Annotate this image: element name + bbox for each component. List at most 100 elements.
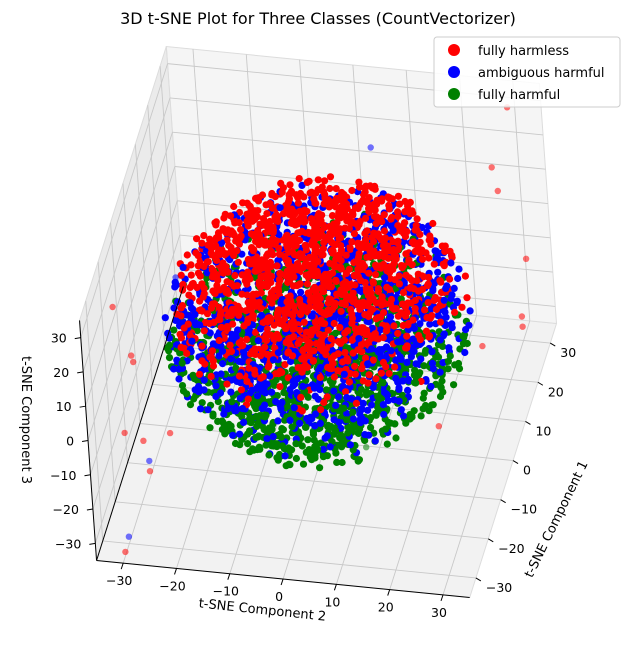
- point-fully-harmless: [369, 279, 377, 287]
- point-fully-harmless: [215, 336, 223, 345]
- point-fully-harmless: [372, 261, 380, 269]
- point-fully-harmless: [424, 280, 432, 288]
- point-fully-harmless: [176, 330, 184, 338]
- point-fully-harmless: [275, 280, 283, 288]
- point-fully-harmless: [309, 327, 317, 336]
- point-fully-harmless: [349, 298, 357, 306]
- y-tick-label: −30: [106, 573, 132, 588]
- point-fully-harmless: [364, 338, 372, 346]
- point-fully-harmful: [268, 442, 276, 450]
- point-fully-harmless: [196, 272, 204, 280]
- point-fully-harmless: [235, 372, 244, 380]
- y-tick-label: −20: [159, 578, 185, 593]
- point-fully-harmful: [439, 342, 447, 350]
- point-fully-harmless: [269, 251, 277, 259]
- outlier-point-fully-harmless: [109, 303, 116, 311]
- point-fully-harmless: [258, 221, 266, 229]
- point-fully-harmful: [307, 448, 315, 456]
- point-fully-harmless: [404, 299, 412, 307]
- x-tick-label: 30: [560, 345, 576, 360]
- point-ambiguous-harmful: [397, 406, 405, 414]
- point-ambiguous-harmful: [326, 443, 334, 451]
- point-fully-harmless: [326, 173, 335, 181]
- point-fully-harmful: [316, 464, 324, 472]
- point-fully-harmless: [289, 317, 297, 325]
- point-fully-harmless: [275, 250, 283, 258]
- legend-label-ambiguous-harmful: ambiguous harmful: [478, 66, 605, 81]
- point-fully-harmless: [238, 271, 246, 279]
- point-ambiguous-harmful: [275, 231, 283, 239]
- point-ambiguous-harmful: [335, 418, 343, 426]
- point-fully-harmful: [451, 361, 459, 369]
- point-fully-harmless: [357, 244, 365, 252]
- point-fully-harmless: [245, 364, 253, 372]
- point-fully-harmless: [272, 370, 280, 378]
- point-fully-harmless: [300, 353, 308, 361]
- point-fully-harmful: [331, 426, 340, 435]
- point-ambiguous-harmful: [172, 316, 180, 324]
- point-fully-harmless: [293, 264, 301, 272]
- point-fully-harmless: [414, 270, 422, 278]
- point-fully-harmful: [198, 399, 206, 407]
- x-tick: [537, 381, 544, 386]
- point-fully-harmless: [177, 271, 185, 279]
- point-ambiguous-harmful: [254, 337, 262, 345]
- point-fully-harmless: [296, 280, 304, 288]
- y-tick-label: 0: [275, 589, 283, 604]
- point-fully-harmful: [322, 386, 330, 394]
- point-fully-harmful: [265, 451, 273, 459]
- point-ambiguous-harmful: [387, 347, 395, 355]
- point-ambiguous-harmful: [227, 388, 235, 396]
- point-fully-harmless: [394, 222, 402, 230]
- point-ambiguous-harmful: [416, 320, 424, 328]
- point-fully-harmless: [334, 350, 342, 358]
- point-fully-harmless: [331, 299, 339, 307]
- point-fully-harmless: [303, 178, 311, 186]
- point-ambiguous-harmful: [361, 431, 369, 439]
- point-fully-harmless: [235, 311, 243, 319]
- outlier-point-ambiguous-harmful: [367, 144, 374, 151]
- point-fully-harmless: [390, 322, 398, 330]
- outlier-point-fully-harmless: [435, 423, 442, 430]
- point-fully-harmful: [412, 379, 420, 387]
- point-fully-harmless: [294, 199, 302, 207]
- point-ambiguous-harmful: [354, 315, 362, 323]
- point-fully-harmless: [351, 362, 359, 370]
- point-fully-harmless: [194, 252, 202, 260]
- point-fully-harmless: [198, 342, 206, 350]
- point-fully-harmless: [231, 271, 239, 280]
- point-ambiguous-harmful: [212, 382, 220, 390]
- point-fully-harmless: [297, 393, 305, 401]
- point-fully-harmful: [437, 382, 445, 391]
- point-ambiguous-harmful: [287, 357, 295, 366]
- point-ambiguous-harmful: [442, 284, 450, 292]
- point-fully-harmless: [398, 264, 406, 272]
- point-fully-harmless: [286, 181, 294, 189]
- point-fully-harmless: [230, 251, 238, 260]
- point-ambiguous-harmful: [316, 363, 324, 372]
- point-fully-harmless: [380, 309, 388, 317]
- point-fully-harmful: [459, 340, 468, 348]
- point-fully-harmless: [335, 235, 343, 243]
- point-fully-harmless: [315, 330, 323, 338]
- point-fully-harmless: [209, 362, 218, 370]
- point-fully-harmless: [362, 236, 370, 244]
- point-fully-harmless: [264, 278, 272, 287]
- outlier-point-ambiguous-harmful: [172, 274, 179, 281]
- tick-labels: −30 −20 −10 0 10 20 30 −30 −20 −10 0 10 20 30 −30 −20 −1…: [50, 331, 576, 620]
- point-fully-harmful: [236, 441, 244, 449]
- point-fully-harmless: [394, 212, 402, 220]
- point-fully-harmless: [359, 302, 367, 310]
- point-fully-harmless: [351, 370, 359, 378]
- point-fully-harmless: [341, 301, 349, 309]
- point-fully-harmless: [289, 311, 297, 319]
- z-tick: [79, 405, 86, 408]
- point-fully-harmless: [357, 341, 366, 349]
- z-tick-label: 30: [51, 331, 67, 346]
- point-ambiguous-harmful: [428, 348, 436, 356]
- y-tick-label: 20: [378, 600, 394, 615]
- point-fully-harmless: [386, 274, 394, 283]
- point-fully-harmless: [420, 273, 428, 281]
- point-fully-harmless: [330, 373, 338, 381]
- point-ambiguous-harmful: [240, 418, 248, 426]
